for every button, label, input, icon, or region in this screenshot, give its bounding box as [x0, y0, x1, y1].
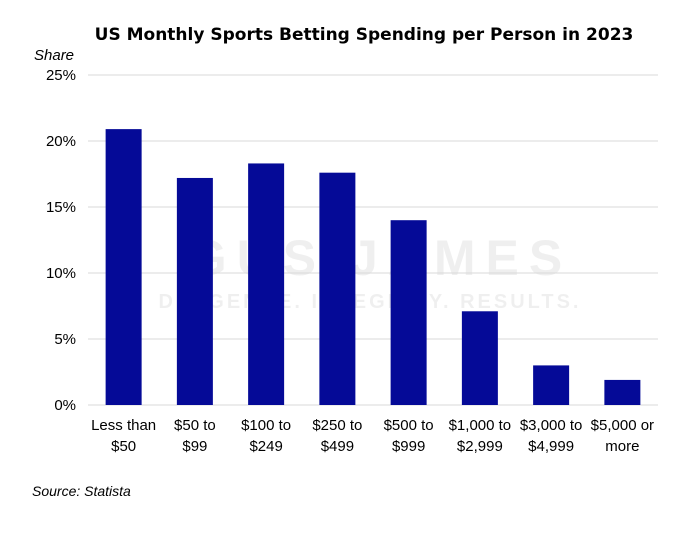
bar — [176, 177, 213, 405]
bar — [533, 365, 570, 405]
x-tick-label: $50 to $99 — [174, 417, 216, 455]
y-axis-ticks: 0% 5% 10% 15% 20% 25% — [46, 67, 76, 414]
y-tick-label: 5% — [54, 331, 76, 348]
x-axis-ticks: Less than $50 $50 to $99 $100 to $249 $250 to $… — [91, 417, 654, 455]
y-tick-label: 10% — [46, 265, 76, 282]
x-tick-label: Less than $50 — [91, 417, 156, 455]
watermark-logo: GUS JAMES DILIGENCE. INTEGRITY. RESULTS. — [159, 230, 582, 313]
bar — [319, 172, 356, 405]
x-tick-label: $100 to $249 — [241, 417, 291, 455]
watermark-subtext: DILIGENCE. INTEGRITY. RESULTS. — [159, 291, 582, 313]
bars — [105, 129, 641, 405]
bar — [105, 129, 142, 405]
y-tick-label: 15% — [46, 199, 76, 216]
x-tick-label: $3,000 to $4,999 — [520, 417, 583, 455]
x-tick-label: $250 to $499 — [312, 417, 362, 455]
x-tick-label: $500 to $999 — [384, 417, 434, 455]
watermark-text: GUS JAMES — [188, 230, 573, 286]
bar — [390, 220, 427, 405]
y-axis-label: Share — [34, 47, 74, 64]
bar — [461, 311, 498, 405]
chart-title: US Monthly Sports Betting Spending per P… — [95, 25, 634, 45]
x-tick-label: $5,000 or more — [591, 417, 654, 455]
y-tick-label: 0% — [54, 397, 76, 414]
y-tick-label: 25% — [46, 67, 76, 84]
x-tick-label: $1,000 to $2,999 — [449, 417, 512, 455]
bar — [604, 379, 641, 405]
source-note: Source: Statista — [32, 483, 131, 499]
y-tick-label: 20% — [46, 133, 76, 150]
bar — [248, 163, 285, 405]
